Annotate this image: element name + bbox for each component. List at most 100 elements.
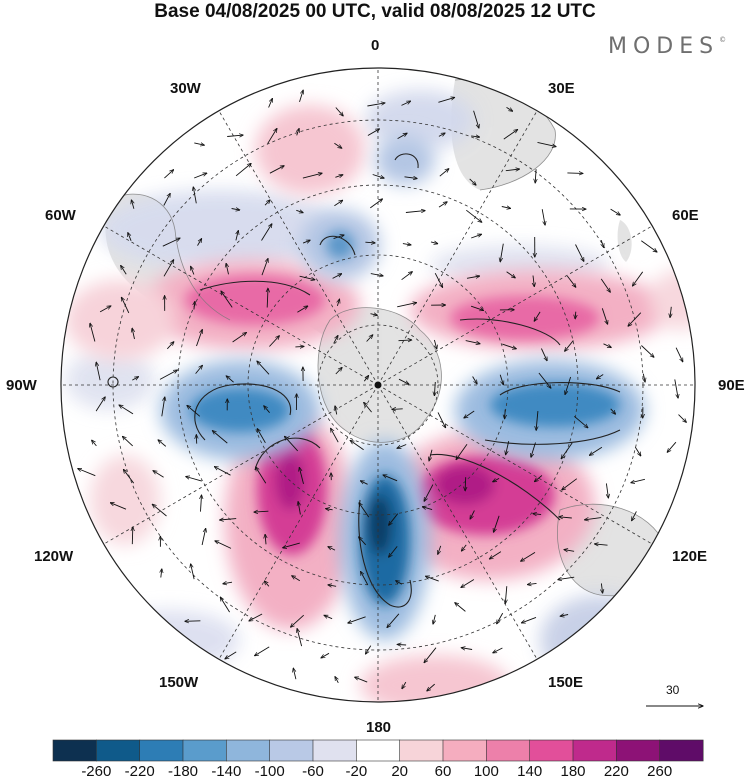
anomaly-neg-5 bbox=[375, 135, 435, 185]
wind-vector bbox=[527, 583, 537, 584]
wind-vector bbox=[404, 177, 418, 179]
anomaly-neg-core-4 bbox=[368, 495, 392, 555]
wind-vector bbox=[227, 135, 243, 136]
wind-vector bbox=[334, 142, 341, 148]
wind-vector bbox=[264, 406, 270, 413]
wind-vector bbox=[337, 299, 339, 307]
wind-vector bbox=[493, 478, 500, 481]
wind-vector bbox=[132, 377, 138, 381]
wind-vector bbox=[363, 376, 368, 382]
wind-vector bbox=[164, 170, 173, 179]
wind-vector bbox=[232, 333, 247, 343]
wind-vector bbox=[187, 405, 201, 417]
wind-vector bbox=[610, 208, 621, 215]
wind-vector bbox=[166, 342, 174, 350]
wind-vector bbox=[601, 308, 607, 324]
wind-vector bbox=[131, 200, 134, 209]
wind-vector bbox=[214, 467, 231, 476]
wind-vector bbox=[265, 534, 266, 545]
lon-label-120e: 120E bbox=[672, 548, 708, 565]
wind-vector bbox=[261, 259, 268, 276]
wind-vector bbox=[562, 478, 578, 490]
wind-vector bbox=[197, 239, 202, 246]
reference-vector-label: 30 bbox=[666, 683, 680, 697]
wind-vector bbox=[123, 469, 135, 484]
wind-vector bbox=[185, 621, 201, 622]
wind-vector bbox=[561, 442, 573, 459]
wind-vector bbox=[335, 175, 343, 178]
wind-vector bbox=[194, 143, 204, 145]
wind-vector bbox=[370, 314, 378, 316]
wind-vector bbox=[366, 645, 372, 654]
wind-vector bbox=[293, 668, 297, 680]
wind-vector bbox=[437, 412, 446, 427]
wind-vector bbox=[359, 503, 370, 518]
wind-vector bbox=[161, 397, 165, 417]
wind-vector bbox=[565, 340, 574, 352]
wind-vector bbox=[333, 235, 344, 240]
wind-vector bbox=[132, 527, 133, 545]
wind-vector bbox=[430, 242, 438, 244]
anomaly-neg-bg-1 bbox=[100, 190, 340, 270]
colorbar-tick-label: -220 bbox=[124, 763, 155, 780]
copyright-mark: © bbox=[719, 36, 727, 44]
wind-vector bbox=[643, 373, 645, 382]
wind-vector bbox=[121, 266, 127, 275]
wind-vector bbox=[424, 484, 434, 502]
wind-vector bbox=[267, 288, 268, 308]
wind-vector bbox=[254, 511, 269, 512]
wind-vector bbox=[255, 646, 270, 656]
wind-vector bbox=[667, 441, 677, 452]
wind-vector bbox=[334, 200, 342, 207]
wind-vector bbox=[501, 207, 511, 209]
wind-vector bbox=[335, 677, 338, 684]
wind-vector bbox=[589, 446, 603, 455]
wind-vector bbox=[489, 551, 502, 559]
lon-label-180: 180 bbox=[366, 719, 392, 736]
colorbar-swatch bbox=[52, 739, 97, 762]
wind-vector bbox=[220, 519, 237, 520]
wind-vector bbox=[540, 348, 547, 361]
wind-vector bbox=[152, 504, 167, 517]
wind-vector bbox=[387, 613, 400, 628]
anomaly-neg-core-5 bbox=[326, 231, 354, 259]
wind-vector bbox=[324, 615, 333, 620]
wind-vector bbox=[78, 469, 96, 477]
wind-vector bbox=[90, 323, 96, 342]
wind-vector bbox=[321, 652, 330, 658]
wind-vector bbox=[564, 550, 575, 552]
wind-vector bbox=[95, 397, 105, 412]
wind-vector bbox=[538, 372, 551, 388]
wind-vector bbox=[439, 169, 449, 177]
wind-vector bbox=[367, 103, 385, 107]
wind-vector bbox=[533, 514, 542, 515]
wind-vector bbox=[469, 178, 476, 185]
wind-vector bbox=[541, 209, 545, 225]
wind-vector bbox=[471, 234, 481, 239]
wind-vector bbox=[110, 503, 127, 510]
wind-vector bbox=[424, 647, 437, 663]
wind-vector bbox=[335, 367, 342, 375]
wind-vector bbox=[195, 365, 203, 374]
colorbar-tick-label: -140 bbox=[211, 763, 242, 780]
wind-vector bbox=[506, 441, 510, 455]
colorbar-swatch bbox=[139, 739, 184, 762]
wind-vector bbox=[521, 552, 536, 561]
wind-vector bbox=[231, 209, 240, 211]
wind-vector bbox=[302, 173, 322, 179]
wind-vector bbox=[531, 442, 536, 458]
anomaly-pos-8 bbox=[90, 455, 160, 545]
wind-vector bbox=[392, 409, 403, 410]
colorbar-swatch bbox=[572, 739, 617, 762]
wind-vector bbox=[297, 129, 299, 136]
wind-vector bbox=[153, 471, 164, 478]
anomaly-neg-bg-2 bbox=[100, 610, 240, 670]
wind-vector bbox=[269, 336, 279, 347]
colorbar-tick-label: 60 bbox=[434, 763, 452, 780]
wind-vector bbox=[438, 133, 445, 137]
lon-label-150e: 150E bbox=[548, 674, 584, 691]
lon-label-120w: 120W bbox=[34, 548, 74, 565]
wind-vector bbox=[285, 436, 299, 452]
wind-vector bbox=[226, 263, 228, 275]
wind-vector bbox=[186, 477, 202, 482]
